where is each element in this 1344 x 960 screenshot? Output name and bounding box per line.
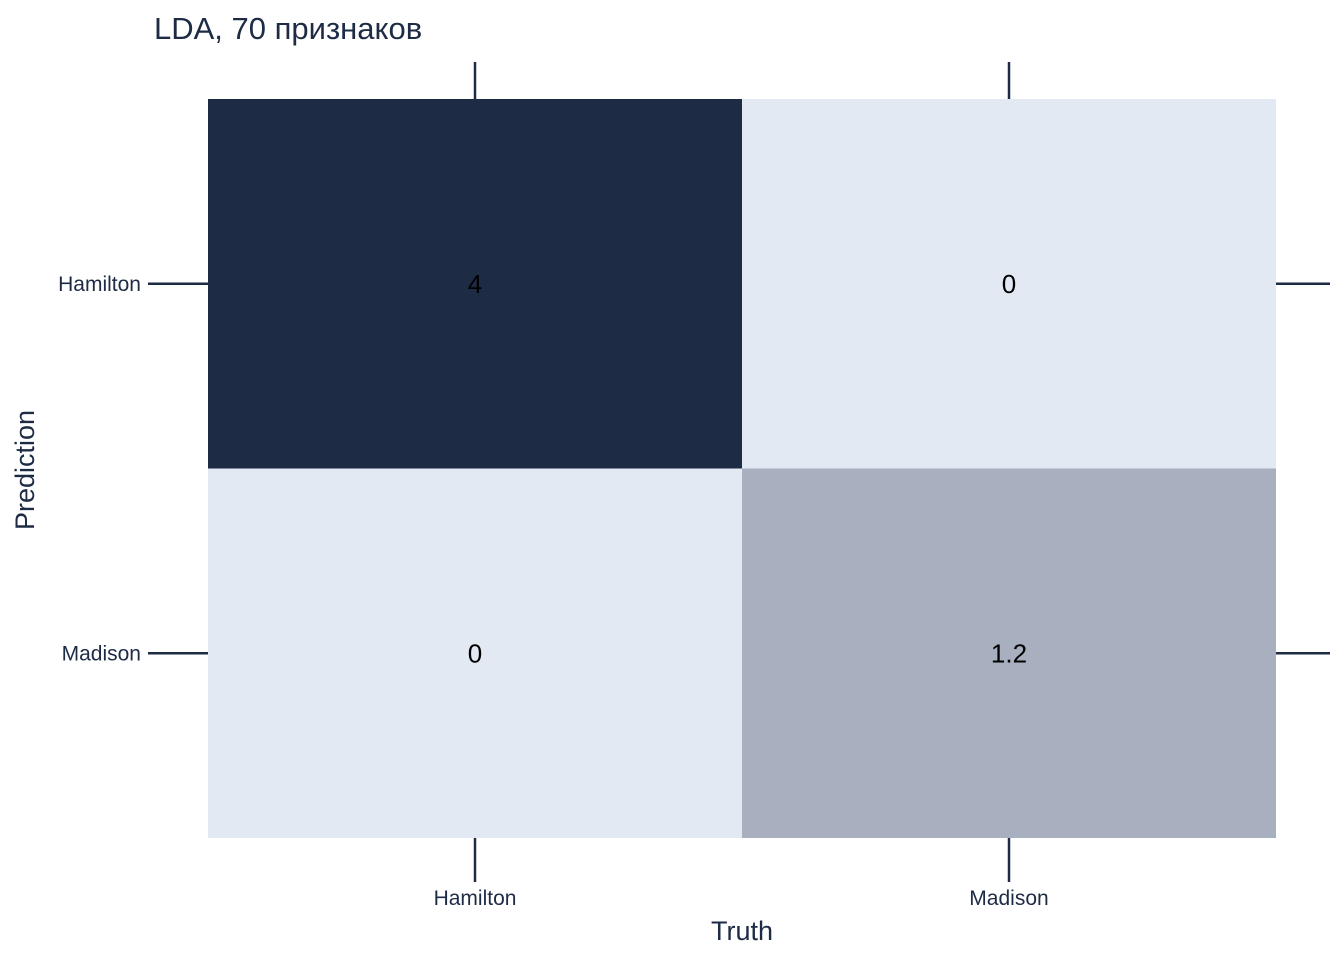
y-axis-label: Prediction [10,410,40,530]
axis-ticks [148,62,1330,882]
cell-value-label: 1.2 [991,638,1027,668]
x-axis-label: Truth [711,916,773,946]
y-tick-label: Hamilton [58,273,141,296]
cell-value-label: 0 [1002,269,1016,299]
heatmap-cell [742,468,1276,838]
axis-tick-labels: Hamilton Madison Hamilton Madison [58,273,1049,910]
heatmap-cell [208,468,742,838]
chart-title: LDA, 70 признаков [154,11,422,46]
cell-value-label: 0 [468,638,482,668]
cell-value-label: 4 [468,269,482,299]
heatmap-cell [742,99,1276,469]
heatmap-cells: 4 0 0 1.2 [208,99,1276,838]
x-tick-label: Madison [969,887,1048,910]
y-tick-label: Madison [62,642,141,665]
x-tick-label: Hamilton [434,887,517,910]
heatmap-cell [208,99,742,469]
